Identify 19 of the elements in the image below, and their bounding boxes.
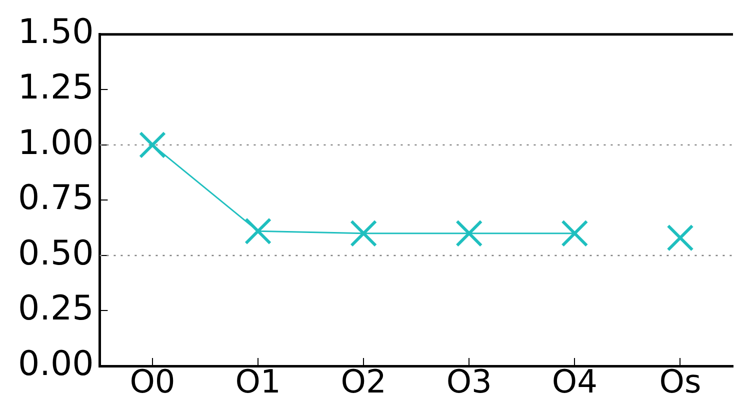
y-tick-label: 1.50	[18, 12, 94, 52]
point	[561, 220, 588, 247]
x-tick-label: O0	[130, 362, 176, 400]
x-tick-label: O4	[552, 362, 598, 400]
x-tick-label: Os	[659, 362, 702, 400]
point	[456, 220, 483, 247]
x-tick-label: O3	[446, 362, 492, 400]
point	[666, 224, 694, 252]
y-tick-label: 1.25	[18, 67, 94, 108]
x-tick-label: O1	[235, 362, 281, 400]
point	[244, 218, 272, 245]
y-tick-label: 0.00	[18, 344, 94, 384]
y-tick-label: 0.50	[18, 233, 94, 274]
y-tick-label: 0.25	[18, 288, 94, 329]
y-tick-label: 1.00	[18, 122, 94, 163]
point	[138, 131, 166, 158]
y-tick-label: 0.75	[18, 178, 94, 218]
x-tick-label: O2	[340, 362, 386, 400]
point	[350, 220, 378, 247]
